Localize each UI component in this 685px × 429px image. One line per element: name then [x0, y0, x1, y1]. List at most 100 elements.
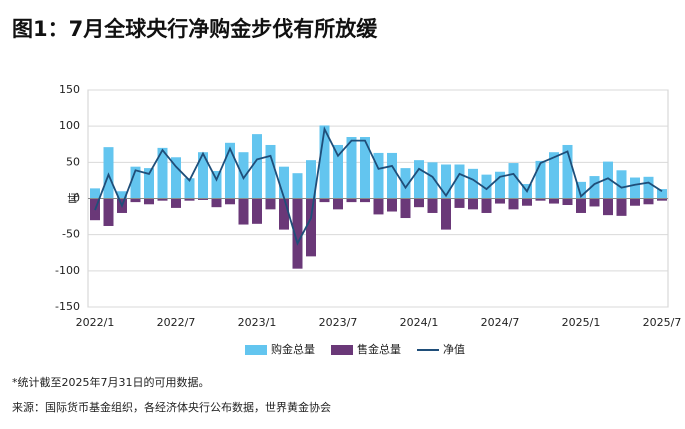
- bar: [157, 198, 168, 201]
- legend-label: 售金总量: [357, 342, 401, 356]
- bar: [103, 198, 114, 226]
- bar: [360, 198, 370, 203]
- bar: [225, 198, 235, 205]
- bar: [562, 144, 573, 199]
- y-tick-label: 150: [59, 83, 80, 96]
- bar: [252, 198, 262, 224]
- bar: [643, 176, 654, 199]
- bar: [576, 181, 586, 199]
- source-note: 来源：国际货币基金组织，各经济体央行公布数据，世界黄金协会: [12, 400, 331, 414]
- x-tick-label: 2022/1: [76, 316, 115, 329]
- bar: [387, 198, 397, 212]
- bar: [400, 198, 411, 219]
- bar: [576, 198, 586, 213]
- bar: [373, 198, 384, 215]
- bar: [198, 198, 208, 200]
- bar: [441, 198, 451, 230]
- bar: [589, 176, 600, 199]
- bar: [549, 152, 559, 199]
- bar: [603, 161, 613, 199]
- bar: [319, 125, 330, 199]
- bar: [427, 162, 438, 199]
- bar: [211, 198, 222, 208]
- bar: [481, 174, 492, 199]
- bar: [265, 144, 276, 199]
- bar: [643, 198, 654, 205]
- x-tick-label: 2024/7: [481, 316, 520, 329]
- bar: [130, 198, 141, 203]
- legend-label: 购金总量: [271, 342, 315, 356]
- legend-label: 净值: [443, 342, 465, 356]
- bar: [157, 147, 168, 199]
- bar: [171, 157, 181, 199]
- net-line: [94, 126, 663, 246]
- bar: [495, 198, 505, 204]
- bar: [562, 198, 573, 206]
- bar: [306, 160, 316, 199]
- y-tick-label: -150: [55, 300, 80, 313]
- legend-swatch: [245, 345, 267, 355]
- bar: [468, 168, 478, 199]
- bar: [346, 137, 357, 199]
- bar: [535, 198, 546, 201]
- bar: [535, 160, 546, 199]
- chart-title: 图1：7月全球央行净购金步伐有所放缓: [12, 17, 378, 41]
- bar: [522, 198, 532, 206]
- bar: [346, 198, 357, 203]
- bar: [508, 163, 519, 199]
- bar: [441, 164, 451, 199]
- y-tick-label: 50: [66, 155, 80, 168]
- bar: [414, 198, 424, 208]
- bar: [454, 164, 465, 199]
- bar: [360, 137, 370, 199]
- x-tick-label: 2024/1: [400, 316, 439, 329]
- bar: [657, 198, 667, 201]
- bar: [495, 171, 505, 199]
- bar: [90, 188, 100, 199]
- bar: [238, 152, 249, 199]
- bar: [184, 178, 195, 199]
- bar: [657, 189, 667, 199]
- y-tick-label: -50: [62, 228, 80, 241]
- bar: [427, 198, 438, 213]
- bar: [589, 198, 600, 207]
- x-tick-label: 2023/7: [319, 316, 358, 329]
- bar: [333, 144, 343, 199]
- bar: [481, 198, 492, 213]
- bar: [171, 198, 181, 208]
- legend-swatch: [331, 345, 353, 355]
- bar: [292, 198, 303, 269]
- bar: [184, 198, 195, 201]
- bar: [603, 198, 613, 216]
- bar: [279, 166, 289, 199]
- bar: [292, 173, 303, 199]
- bar: [414, 160, 424, 199]
- bar: [306, 198, 316, 257]
- bar: [454, 198, 465, 208]
- bar: [616, 170, 627, 199]
- bar: [198, 152, 208, 199]
- x-tick-label: 2025/1: [562, 316, 601, 329]
- bar: [265, 198, 276, 210]
- bar: [211, 171, 222, 199]
- bar: [373, 152, 384, 199]
- bar: [468, 198, 478, 210]
- y-tick-label: 0: [73, 192, 80, 205]
- bar: [508, 198, 519, 210]
- bar: [319, 198, 330, 203]
- x-tick-label: 2025/7: [643, 316, 682, 329]
- bar: [630, 177, 640, 199]
- y-tick-label: 100: [59, 119, 80, 132]
- bar: [333, 198, 343, 210]
- bar: [387, 152, 397, 199]
- bar: [400, 168, 411, 199]
- bar: [144, 198, 154, 205]
- bar: [549, 198, 559, 204]
- bar: [630, 198, 640, 206]
- bar: [117, 191, 127, 199]
- bar: [144, 168, 154, 199]
- bar: [279, 198, 289, 230]
- bar: [616, 198, 627, 216]
- x-tick-label: 2022/7: [157, 316, 196, 329]
- y-axis-label: 吨: [67, 193, 80, 204]
